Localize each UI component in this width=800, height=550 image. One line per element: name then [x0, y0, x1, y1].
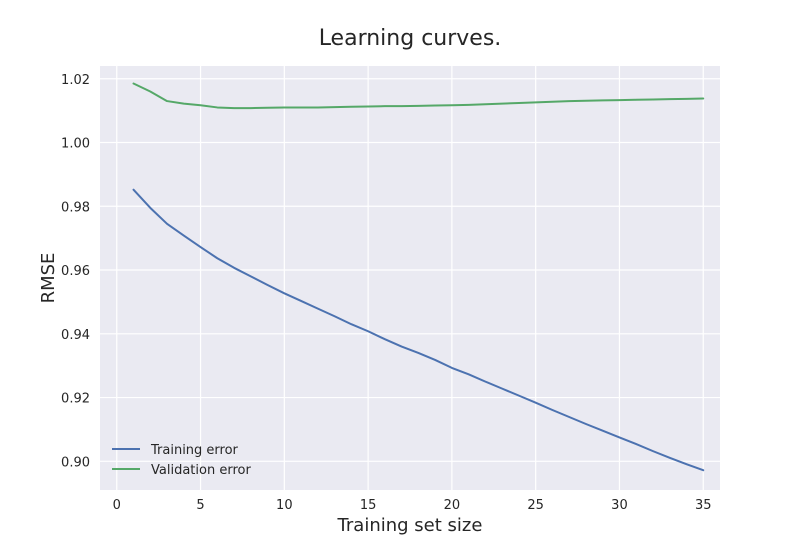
x-tick-label: 30	[611, 498, 628, 513]
x-tick-label: 0	[113, 498, 121, 513]
grid-lines	[100, 66, 720, 490]
x-tick-label: 5	[196, 498, 204, 513]
y-tick-label: 0.96	[61, 264, 90, 279]
legend-label-validation-error: Validation error	[151, 463, 251, 478]
legend-label-training-error: Training error	[150, 443, 239, 458]
x-tick-label: 15	[360, 498, 377, 513]
y-tick-label: 0.94	[61, 328, 90, 343]
y-tick-label: 1.02	[61, 73, 90, 88]
plot-area	[100, 66, 720, 490]
x-axis-label: Training set size	[337, 515, 483, 536]
series-line-validation-error	[132, 82, 705, 110]
y-tick-label: 0.98	[61, 200, 90, 215]
y-axis-label: RMSE	[38, 253, 59, 304]
tick-labels: 0 5 10 15 20 25 30 35 0.90 0.92 0.94 0.96 0.98 1.00 1.…	[61, 73, 711, 513]
y-tick-label: 1.00	[61, 137, 90, 152]
x-tick-label: 10	[276, 498, 293, 513]
series-line-training-error	[132, 188, 705, 472]
y-tick-label: 0.92	[61, 392, 90, 407]
y-tick-label: 0.90	[61, 455, 90, 470]
x-tick-label: 25	[527, 498, 544, 513]
chart-title: Learning curves.	[319, 26, 502, 51]
x-tick-label: 20	[444, 498, 461, 513]
legend: Training error Validation error	[112, 443, 251, 478]
series-lines	[132, 82, 705, 472]
x-tick-label: 35	[695, 498, 712, 513]
